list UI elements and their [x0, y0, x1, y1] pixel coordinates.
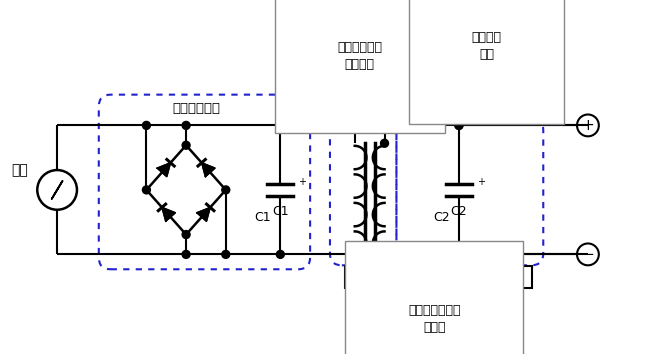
Circle shape [142, 186, 150, 194]
Text: 半波整流
回路: 半波整流 回路 [472, 31, 502, 61]
Text: 全波整流回路: 全波整流回路 [172, 102, 220, 115]
Circle shape [182, 121, 190, 129]
Polygon shape [202, 163, 215, 177]
Text: +: + [582, 118, 594, 133]
Polygon shape [162, 207, 176, 221]
Circle shape [276, 121, 284, 129]
Circle shape [276, 250, 284, 258]
Text: スイッチング
トランス: スイッチング トランス [337, 41, 382, 71]
Text: C2: C2 [433, 211, 449, 224]
Circle shape [222, 186, 229, 194]
Text: 交流: 交流 [11, 163, 28, 177]
Circle shape [380, 121, 389, 129]
Circle shape [351, 121, 359, 129]
Text: 制御回路: 制御回路 [485, 271, 513, 284]
Circle shape [380, 139, 389, 147]
Text: C2: C2 [450, 205, 467, 218]
Circle shape [455, 250, 463, 258]
Circle shape [182, 230, 190, 239]
Bar [345, 266, 365, 288]
Circle shape [455, 121, 463, 129]
Circle shape [142, 121, 150, 129]
Text: C1: C1 [272, 205, 289, 218]
Circle shape [455, 121, 463, 129]
Text: −: − [582, 247, 594, 262]
Polygon shape [408, 119, 421, 132]
Text: +: + [477, 177, 485, 187]
Text: C1: C1 [254, 211, 271, 224]
Circle shape [380, 250, 389, 258]
Circle shape [222, 250, 229, 258]
Circle shape [435, 121, 443, 129]
Circle shape [495, 250, 502, 258]
Circle shape [182, 250, 190, 258]
Polygon shape [197, 207, 210, 221]
Circle shape [351, 250, 359, 258]
Text: スイッチング用
半導体: スイッチング用 半導体 [408, 304, 460, 334]
Bar [465, 266, 532, 288]
Polygon shape [157, 163, 170, 177]
Text: +: + [298, 177, 306, 187]
Circle shape [182, 141, 190, 149]
Circle shape [380, 121, 389, 129]
